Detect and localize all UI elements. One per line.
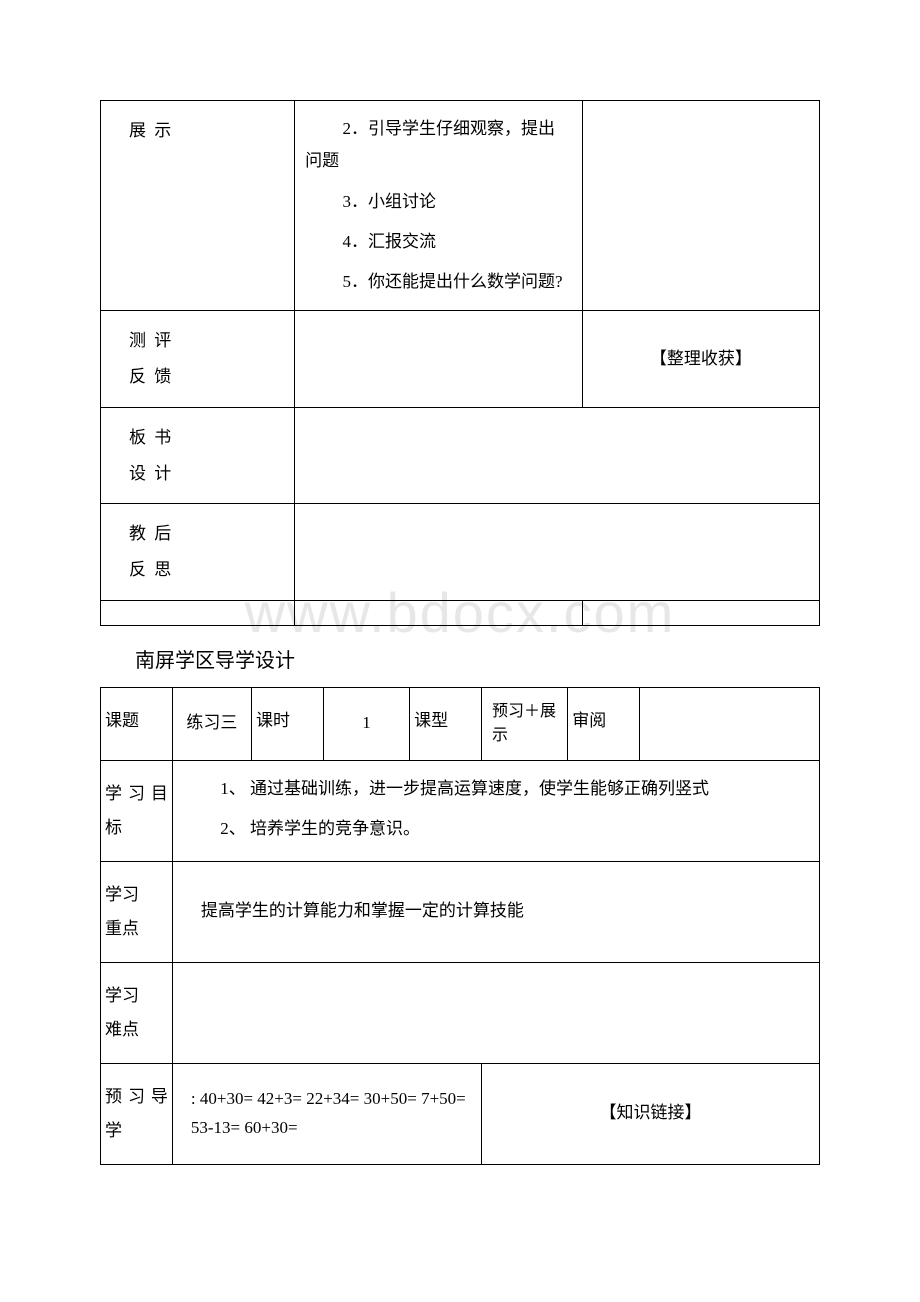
table-row: 课题 练习三 课时 1 课型 预习＋展示 审阅 [101,687,820,760]
goal-line: 1、 通过基础训练，进一步提高运算速度，使学生能够正确列竖式 [183,773,809,805]
table-row: 学习目标 1、 通过基础训练，进一步提高运算速度，使学生能够正确列竖式 2、 培… [101,760,820,861]
table-row [101,600,820,625]
label-line: 教 后 [129,516,284,552]
table-row: 预习导学 : 40+30= 42+3= 22+34= 30+50= 7+50= … [101,1063,820,1164]
label-line: 设 计 [129,456,284,492]
label-line: 反 思 [129,552,284,588]
row-right-eval: 【整理收获】 [582,311,819,407]
row-label-reflect: 教 后 反 思 [101,504,295,600]
header-subject-label: 课题 [101,687,173,760]
difficulty-label: 学习 难点 [101,962,173,1063]
row-content-reflect [295,504,820,600]
header-type-label: 课型 [410,687,482,760]
table-row: 教 后 反 思 [101,504,820,600]
content-line: 5．你还能提出什么数学问题? [305,266,572,298]
goal-label: 学习目标 [101,760,173,861]
table-upper: 展 示 2．引导学生仔细观察，提出问题 3．小组讨论 4．汇报交流 5．你还能提… [100,100,820,626]
preview-label: 预习导学 [101,1063,173,1164]
row-content-eval [295,311,583,407]
content-line: 3．小组讨论 [305,186,572,218]
row-label-board: 板 书 设 计 [101,407,295,503]
label-line: 测 评 [129,323,284,359]
difficulty-content [172,962,819,1063]
label-line: 反 馈 [129,359,284,395]
preview-right: 【知识链接】 [482,1063,820,1164]
row-content-board [295,407,820,503]
keypoint-content: 提高学生的计算能力和掌握一定的计算技能 [172,861,819,962]
table-row: 板 书 设 计 [101,407,820,503]
empty-cell [582,600,819,625]
row-content-display: 2．引导学生仔细观察，提出问题 3．小组讨论 4．汇报交流 5．你还能提出什么数… [295,101,583,311]
goal-content: 1、 通过基础训练，进一步提高运算速度，使学生能够正确列竖式 2、 培养学生的竞… [172,760,819,861]
label-line: 学习 [105,878,168,912]
label-line: 板 书 [129,420,284,456]
empty-cell [101,600,295,625]
content-line: 4．汇报交流 [305,226,572,258]
header-period-value: 1 [323,687,409,760]
row-right-display [582,101,819,311]
label-line: 重点 [105,912,168,946]
header-review-value [640,687,820,760]
label-line: 难点 [105,1013,168,1047]
header-period-label: 课时 [251,687,323,760]
preview-content: : 40+30= 42+3= 22+34= 30+50= 7+50= 53-13… [172,1063,481,1164]
keypoint-label: 学习 重点 [101,861,173,962]
header-subject-value: 练习三 [172,687,251,760]
goal-line: 2、 培养学生的竞争意识。 [183,813,809,845]
header-type-value: 预习＋展示 [482,687,568,760]
row-label-eval: 测 评 反 馈 [101,311,295,407]
table-row: 测 评 反 馈 【整理收获】 [101,311,820,407]
header-review-label: 审阅 [568,687,640,760]
label-line: 学习 [105,979,168,1013]
row-label-display: 展 示 [101,101,295,311]
table-row: 学习 重点 提高学生的计算能力和掌握一定的计算技能 [101,861,820,962]
table-row: 展 示 2．引导学生仔细观察，提出问题 3．小组讨论 4．汇报交流 5．你还能提… [101,101,820,311]
empty-cell [295,600,583,625]
section-title: 南屏学区导学设计 [100,626,820,687]
content-line: 2．引导学生仔细观察，提出问题 [305,113,572,178]
table-lower: 课题 练习三 课时 1 课型 预习＋展示 审阅 学习目标 1、 通过基础训练，进… [100,687,820,1165]
table-row: 学习 难点 [101,962,820,1063]
